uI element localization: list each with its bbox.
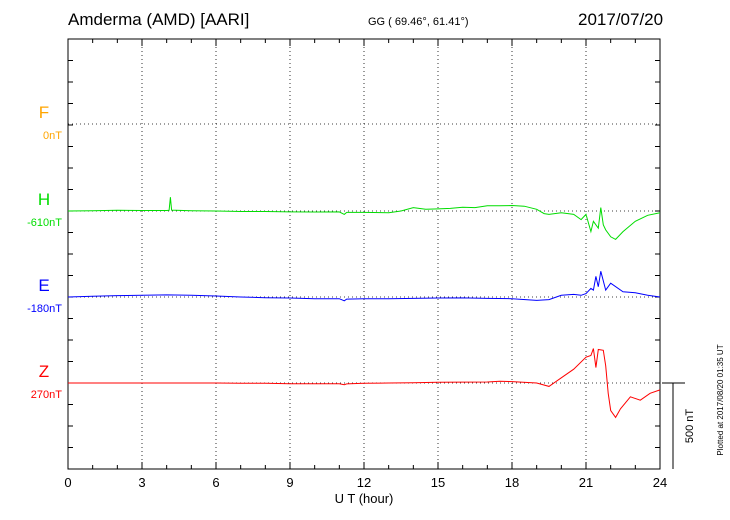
scale-bar-label: 500 nT xyxy=(684,409,696,444)
x-tick-label: 24 xyxy=(653,475,667,490)
series-baseline-e: -180nT xyxy=(27,303,62,315)
x-tick-label: 0 xyxy=(64,475,71,490)
chart-date: 2017/07/20 xyxy=(578,10,664,29)
axis-labels: 0 3 6 9 12 15 18 21 24 F 0nT H -610nT E -180nT Z 270nT xyxy=(27,103,667,490)
series-line-z xyxy=(68,348,661,419)
series-name-h: H xyxy=(38,190,50,209)
station-coordinates: GG ( 69.46°, 61.41°) xyxy=(368,16,469,28)
x-tick-label: 12 xyxy=(357,475,371,490)
x-axis-label: U T (hour) xyxy=(335,491,394,506)
grid-lines xyxy=(68,39,660,469)
series-lines xyxy=(67,197,661,419)
series-name-z: Z xyxy=(39,362,49,381)
chart-title: Amderma (AMD) [AARI] xyxy=(68,10,250,29)
x-tick-label: 18 xyxy=(505,475,519,490)
plotted-timestamp: Plotted at 2017/08/20 01:35 UT xyxy=(716,344,725,455)
x-tick-label: 21 xyxy=(579,475,593,490)
x-tick-label: 6 xyxy=(212,475,219,490)
series-line-e xyxy=(67,271,661,302)
axis-ticks xyxy=(67,39,661,469)
x-tick-label: 9 xyxy=(286,475,293,490)
x-tick-label: 15 xyxy=(431,475,445,490)
series-name-f: F xyxy=(39,103,49,122)
series-baseline-z: 270nT xyxy=(31,389,62,401)
x-tick-label: 3 xyxy=(138,475,145,490)
series-name-e: E xyxy=(38,276,49,295)
series-baseline-h: -610nT xyxy=(27,217,62,229)
series-line-h xyxy=(67,197,661,241)
series-baseline-f: 0nT xyxy=(43,130,62,142)
